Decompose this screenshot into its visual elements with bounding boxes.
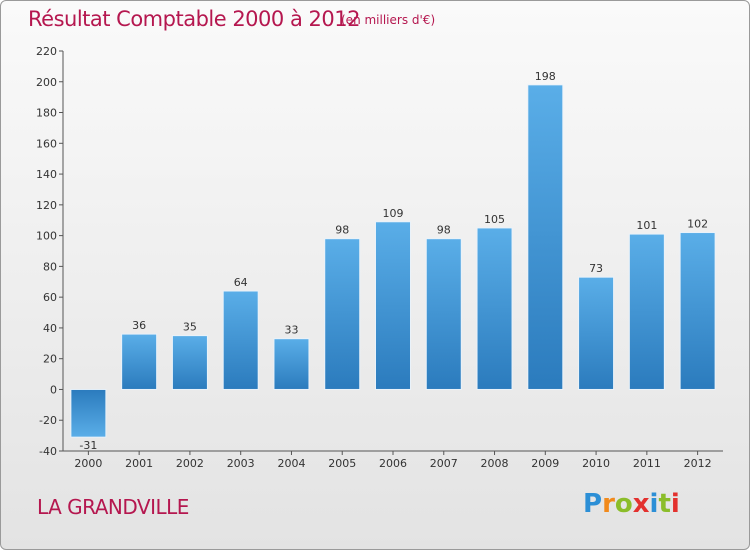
bar-2009: [527, 84, 564, 390]
chart-subtitle: (en milliers d'€): [341, 13, 436, 27]
y-tick-label: -20: [39, 414, 57, 427]
bar-2007: [425, 238, 462, 390]
x-tick-label: 2003: [227, 457, 255, 470]
x-tick-label: 2004: [277, 457, 305, 470]
bar-2003: [222, 290, 259, 390]
x-tick-label: 2001: [125, 457, 153, 470]
data-label-2007: 98: [437, 224, 451, 237]
y-tick-label: 40: [43, 322, 57, 335]
logo-letter: P: [583, 489, 603, 519]
bar-2002: [171, 335, 208, 390]
axes: -40 -20 0 20 40 60 80 100 120 140 160 180 200 220 2000…: [36, 45, 723, 470]
bar-2001: [121, 333, 158, 390]
bar-2012: [679, 232, 716, 390]
data-label-2011: 101: [636, 219, 657, 232]
x-tick-label: 2008: [481, 457, 509, 470]
y-tick-label: 60: [43, 291, 57, 304]
y-tick-label: -40: [39, 445, 57, 458]
bar-2004: [273, 338, 310, 390]
x-tick-label: 2009: [531, 457, 559, 470]
bar-2000: [70, 388, 107, 438]
y-tick-label: 20: [43, 353, 57, 366]
logo-letter: t: [658, 489, 671, 519]
data-labels: -31 36 35 64 33 98 109 98 105 198 73 101 102: [79, 70, 708, 452]
x-tick-label: 2005: [328, 457, 356, 470]
bar-2006: [375, 221, 411, 390]
logo-letter: i: [670, 489, 680, 519]
y-tick-label: 140: [36, 168, 57, 181]
y-tick-label: 180: [36, 107, 57, 120]
bar-2005: [324, 238, 361, 390]
y-tick-label: 200: [36, 76, 57, 89]
data-label-2012: 102: [687, 218, 708, 231]
data-label-2005: 98: [335, 224, 349, 237]
data-label-2010: 73: [589, 262, 603, 275]
logo-letter: o: [614, 489, 633, 519]
x-tick-label: 2010: [582, 457, 610, 470]
proxiti-logo: Proxiti: [583, 489, 680, 519]
x-tick-label: 2002: [176, 457, 204, 470]
bar-2010: [578, 276, 615, 390]
x-tick-label: 2006: [379, 457, 407, 470]
logo-letter: x: [632, 489, 650, 519]
bar-2008: [476, 227, 513, 390]
x-tick-label: 2007: [430, 457, 458, 470]
data-label-2000: -31: [79, 439, 97, 452]
y-tick-label: 160: [36, 137, 57, 150]
y-tick-label: 80: [43, 260, 57, 273]
chart-title: Résultat Comptable 2000 à 2012: [28, 7, 360, 31]
x-tick-label: 2000: [74, 457, 102, 470]
bars: [70, 84, 716, 438]
logo-letter: r: [602, 489, 615, 519]
y-tick-label: 0: [50, 383, 57, 396]
data-label-2001: 36: [132, 319, 146, 332]
data-label-2009: 198: [535, 70, 556, 83]
bar-2011: [628, 233, 665, 390]
logo-letter: i: [649, 489, 659, 519]
data-label-2003: 64: [234, 276, 248, 289]
data-label-2008: 105: [484, 213, 505, 226]
data-label-2002: 35: [183, 321, 197, 334]
y-tick-label: 120: [36, 199, 57, 212]
commune-name: LA GRANDVILLE: [37, 495, 189, 519]
x-tick-label: 2012: [684, 457, 712, 470]
x-tick-label: 2011: [633, 457, 661, 470]
data-label-2004: 33: [284, 324, 298, 337]
data-label-2006: 109: [383, 207, 404, 220]
y-tick-label: 220: [36, 45, 57, 58]
y-tick-label: 100: [36, 230, 57, 243]
